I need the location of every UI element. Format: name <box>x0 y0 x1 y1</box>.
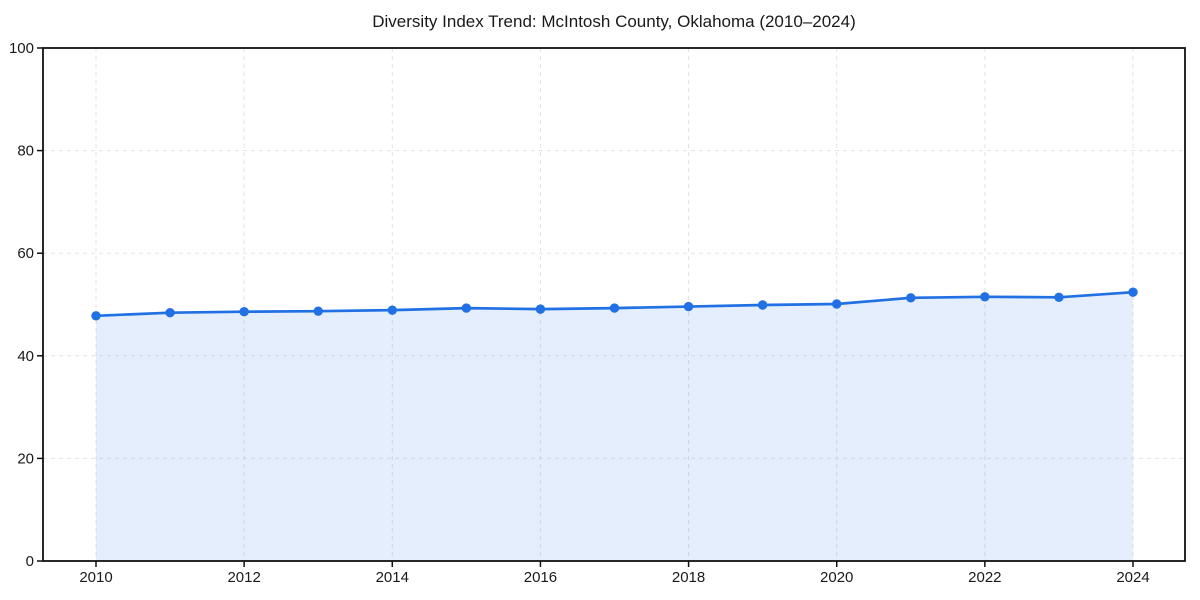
data-point <box>683 301 694 312</box>
y-tick-label: 20 <box>17 450 34 467</box>
data-point <box>832 299 842 309</box>
y-tick-label: 0 <box>26 553 34 570</box>
x-tick-label: 2020 <box>820 569 853 586</box>
data-point <box>165 308 175 318</box>
x-tick-label: 2018 <box>672 569 705 586</box>
x-tick-label: 2012 <box>227 569 260 586</box>
data-point <box>239 306 249 317</box>
y-tick-label: 100 <box>9 40 34 57</box>
data-point <box>1054 292 1064 303</box>
data-point <box>906 293 916 303</box>
data-point <box>535 304 546 314</box>
data-point <box>461 303 472 313</box>
y-tick-label: 40 <box>17 348 34 365</box>
x-tick-label: 2010 <box>79 569 112 586</box>
area-fill <box>96 292 1133 561</box>
data-point <box>387 305 397 315</box>
data-point <box>1128 287 1138 297</box>
data-point <box>757 300 768 310</box>
x-tick-label: 2022 <box>968 569 1001 586</box>
x-tick-label: 2016 <box>524 569 557 586</box>
data-point <box>609 303 620 313</box>
data-point <box>980 292 990 302</box>
chart-title: Diversity Index Trend: McIntosh County, … <box>372 12 856 31</box>
y-tick-label: 60 <box>17 245 34 262</box>
x-tick-label: 2024 <box>1116 569 1149 586</box>
data-point <box>313 306 323 316</box>
data-point <box>91 311 101 321</box>
x-tick-label: 2014 <box>376 569 409 586</box>
plot-border <box>42 47 1186 562</box>
y-tick-label: 80 <box>17 143 34 160</box>
